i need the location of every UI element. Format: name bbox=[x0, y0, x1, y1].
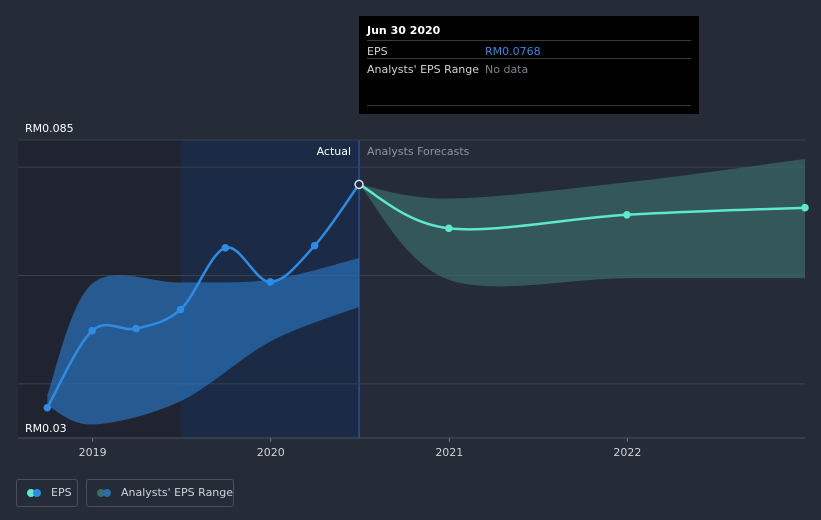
tooltip-eps-label: EPS bbox=[367, 45, 388, 58]
eps-forecast-line bbox=[358, 183, 806, 231]
tooltip-row-range: Analysts' EPS Range No data bbox=[367, 58, 691, 81]
legend-range-swatch bbox=[97, 489, 113, 497]
tooltip-date: Jun 30 2020 bbox=[367, 24, 441, 37]
eps-actual-point bbox=[354, 179, 364, 190]
eps-forecast-point bbox=[445, 224, 453, 233]
eps-actual-point bbox=[221, 244, 230, 252]
x-tick-label-2022: 2022 bbox=[613, 446, 641, 459]
tooltip-range-value: No data bbox=[485, 63, 529, 76]
legend-range-label: Analysts' EPS Range bbox=[121, 486, 234, 499]
legend-eps-button[interactable]: EPS bbox=[16, 479, 78, 507]
eps-range-band-forecast bbox=[359, 159, 805, 287]
eps-points bbox=[43, 179, 809, 412]
eps-range-band-actual bbox=[47, 258, 360, 425]
eps-range-bands bbox=[47, 159, 805, 425]
y-tick-label-bottom: RM0.03 bbox=[25, 422, 67, 435]
legend-eps-dot-forecast bbox=[27, 489, 35, 497]
legend-eps-dot-actual bbox=[33, 489, 41, 497]
tooltip-row-eps: EPS RM0.0768 bbox=[367, 40, 691, 63]
x-tick-label-2019: 2019 bbox=[79, 446, 107, 459]
legend-eps-label: EPS bbox=[51, 486, 72, 499]
tooltip-range-label: Analysts' EPS Range bbox=[367, 63, 480, 76]
x-tick-label-2020: 2020 bbox=[257, 446, 285, 459]
eps-actual-point bbox=[43, 403, 52, 412]
y-tick-label-top: RM0.085 bbox=[25, 122, 74, 135]
eps-actual-point bbox=[266, 278, 275, 286]
legend-range-dot-actual bbox=[103, 489, 111, 497]
tooltip-divider bbox=[367, 105, 691, 106]
eps-tooltip: Jun 30 2020 EPS RM0.0768 Analysts' EPS R… bbox=[359, 16, 699, 114]
legend-range-dot-forecast bbox=[97, 489, 105, 497]
eps-actual-point bbox=[88, 326, 96, 335]
eps-actual-point bbox=[176, 305, 185, 314]
chart-labels: RM0.085 RM0.03 2019 2020 2021 2022 Actual Analy… bbox=[25, 122, 641, 459]
actual-region-label: Actual bbox=[317, 145, 351, 158]
eps-forecast-point bbox=[801, 203, 809, 212]
x-tick-label-2021: 2021 bbox=[435, 446, 463, 459]
forecast-region-label: Analysts Forecasts bbox=[367, 145, 470, 158]
eps-actual-point bbox=[310, 241, 319, 250]
eps-chart: RM0.085 RM0.03 2019 2020 2021 2022 Actual Analy… bbox=[18, 122, 809, 459]
tooltip-eps-value: RM0.0768 bbox=[485, 45, 541, 58]
legend-eps-swatch bbox=[27, 489, 43, 497]
eps-actual-point bbox=[132, 324, 140, 333]
eps-forecast-point bbox=[623, 210, 631, 219]
legend-range-button[interactable]: Analysts' EPS Range bbox=[86, 479, 234, 507]
